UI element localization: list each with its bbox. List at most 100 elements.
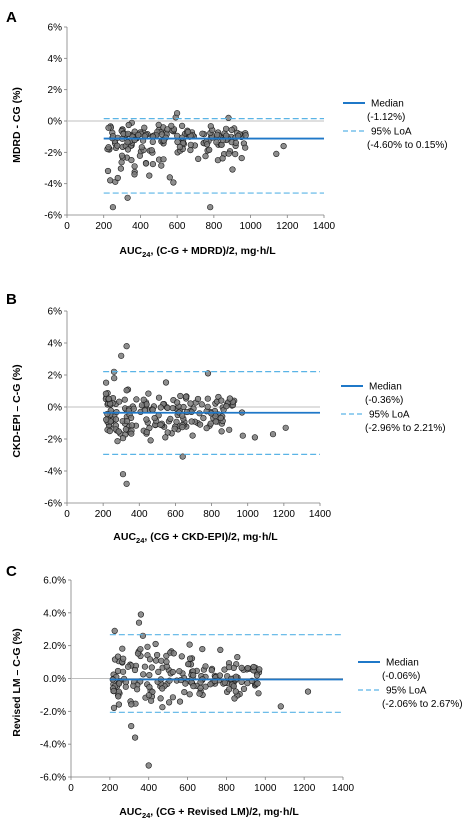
data-point xyxy=(138,402,145,409)
data-point xyxy=(157,421,164,428)
y-tick-label: 4% xyxy=(48,339,63,350)
x-tick-label: 200 xyxy=(95,221,112,232)
data-point xyxy=(255,690,262,697)
data-point xyxy=(122,683,129,690)
y-tick-label: -4% xyxy=(44,467,62,478)
data-point xyxy=(102,390,109,397)
data-point xyxy=(135,131,142,139)
data-point xyxy=(162,379,170,386)
y-tick-label: 6% xyxy=(48,23,63,34)
data-point xyxy=(197,421,204,428)
data-point xyxy=(242,132,249,139)
y-tick-label: -6.0% xyxy=(40,773,66,784)
y-tick-label: -4% xyxy=(44,179,62,190)
data-points xyxy=(104,110,287,211)
x-axis-title-subscript: 24 xyxy=(136,536,145,545)
x-tick-label: 1400 xyxy=(332,783,355,794)
data-point xyxy=(138,144,145,151)
legend: Median (-0.06%) 95% LoA (-2.06% to 2.67%) xyxy=(358,658,463,710)
data-point xyxy=(145,692,152,699)
data-point xyxy=(187,141,194,148)
legend-loa-value: (-4.60% to 0.15%) xyxy=(367,140,448,151)
data-point xyxy=(216,672,223,679)
x-tick-label: 800 xyxy=(206,221,223,232)
data-point xyxy=(253,672,261,679)
y-tick-label: -6% xyxy=(44,499,62,510)
data-point xyxy=(128,430,135,437)
x-axis-title: AUC24, (C-G + MDRD)/2, mg·h/L xyxy=(119,245,276,259)
data-point xyxy=(146,671,153,679)
data-point xyxy=(232,139,239,146)
legend-loa-value: (-2.06% to 2.67%) xyxy=(382,699,463,710)
data-point xyxy=(256,666,263,673)
data-point xyxy=(200,415,207,422)
data-point xyxy=(128,701,135,708)
x-tick-label: 400 xyxy=(140,783,157,794)
y-tick-label: -2% xyxy=(44,435,62,446)
data-point xyxy=(114,142,121,149)
y-tick-label: 6.0% xyxy=(43,576,66,587)
x-tick-label: 800 xyxy=(203,509,220,520)
data-point xyxy=(212,418,219,425)
data-point xyxy=(225,150,232,157)
data-point xyxy=(128,722,135,730)
data-point xyxy=(218,428,225,435)
data-point xyxy=(179,134,186,141)
x-tick-label: 1400 xyxy=(309,509,332,520)
y-tick-label: -2% xyxy=(44,148,62,159)
data-point xyxy=(195,155,202,162)
data-point xyxy=(239,432,246,439)
x-axis-title-main: AUC xyxy=(119,245,142,257)
y-tick-label: 0.0% xyxy=(43,674,66,685)
data-point xyxy=(217,646,224,654)
data-point xyxy=(173,418,180,425)
data-point xyxy=(178,653,185,660)
legend-median-value: (-0.06%) xyxy=(382,671,420,682)
data-point xyxy=(128,422,135,429)
data-point xyxy=(132,734,139,741)
data-point xyxy=(141,124,148,131)
data-point xyxy=(244,664,251,672)
data-point xyxy=(202,663,209,670)
data-point xyxy=(164,126,171,133)
panel-letter: C xyxy=(6,563,17,580)
data-point xyxy=(169,694,176,701)
data-point xyxy=(203,425,210,432)
data-point xyxy=(135,619,143,626)
x-axis-title-main: AUC xyxy=(113,531,136,543)
data-point xyxy=(114,653,122,660)
x-tick-label: 800 xyxy=(218,783,235,794)
data-point xyxy=(120,655,127,662)
data-point xyxy=(204,403,211,410)
data-point xyxy=(177,392,184,400)
data-point xyxy=(234,653,241,661)
data-point xyxy=(251,434,258,441)
data-point xyxy=(163,652,170,660)
data-point xyxy=(207,204,214,211)
data-point xyxy=(280,143,287,150)
data-point xyxy=(186,691,193,698)
legend-loa-label: 95% LoA xyxy=(369,410,410,421)
data-point xyxy=(110,704,118,712)
x-axis-title-main: AUC xyxy=(119,806,142,818)
data-point xyxy=(181,688,188,696)
data-point xyxy=(164,429,171,436)
x-tick-label: 400 xyxy=(132,221,149,232)
data-point xyxy=(207,123,214,130)
legend: Median (-1.12%) 95% LoA (-4.60% to 0.15%) xyxy=(343,99,448,151)
data-point xyxy=(219,155,226,162)
data-point xyxy=(182,393,190,400)
data-point xyxy=(110,687,117,695)
data-point xyxy=(152,657,160,664)
data-point xyxy=(119,645,126,652)
data-point xyxy=(242,144,249,151)
data-point xyxy=(162,434,169,441)
data-point xyxy=(225,114,232,121)
data-point xyxy=(204,395,211,402)
data-point xyxy=(147,437,154,444)
data-point xyxy=(118,159,125,166)
data-point xyxy=(240,685,248,693)
data-point xyxy=(158,657,165,664)
panel-b: B -6% -4% -2% 0% 2% 4% 6% 0 200 400 600 800 1000 1200 1… xyxy=(6,291,446,545)
legend-median-label: Median xyxy=(371,99,404,110)
